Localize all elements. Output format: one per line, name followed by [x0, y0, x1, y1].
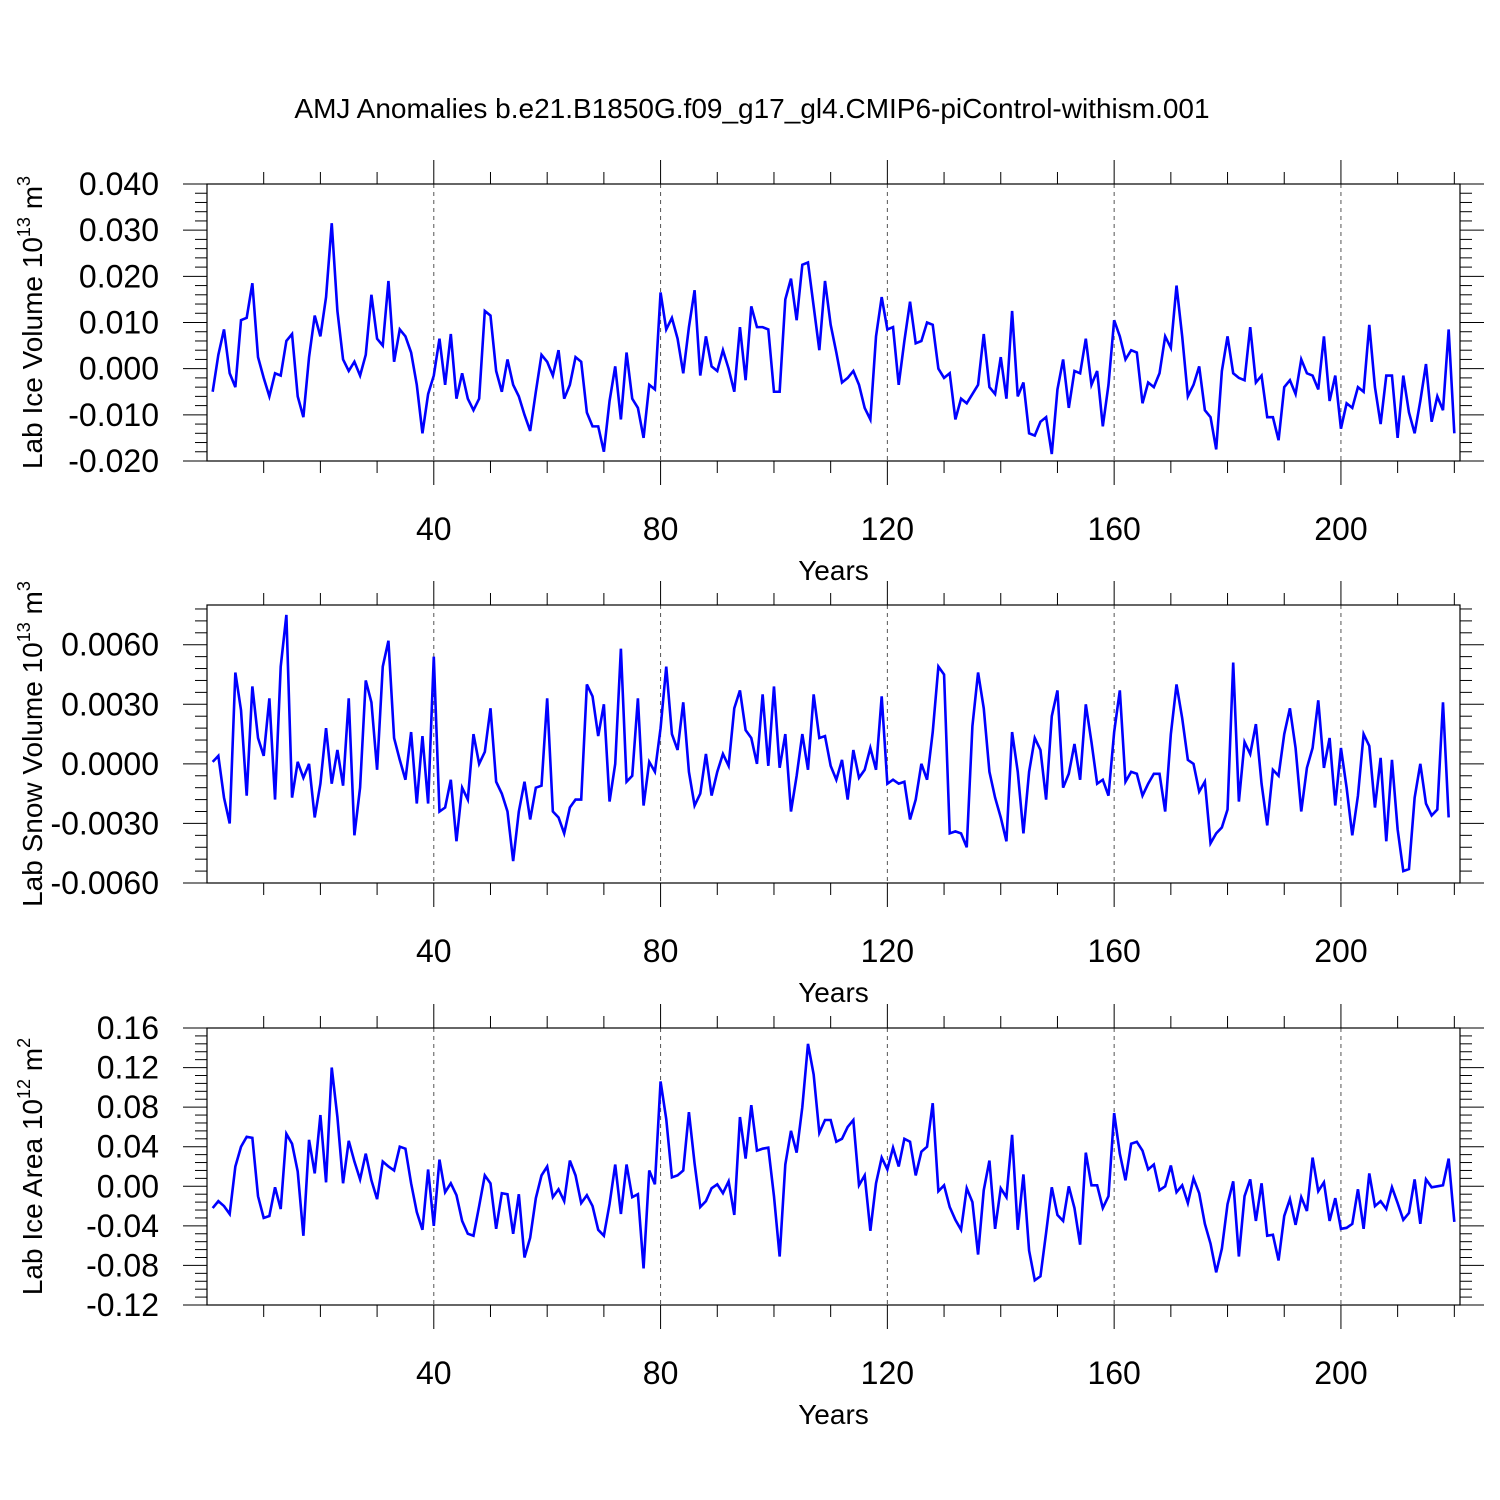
series-line-3 [211, 1043, 1456, 1283]
x-tick-label: 160 [1087, 933, 1140, 969]
x-tick-label: 160 [1087, 511, 1140, 547]
y-tick-label: 0.030 [79, 212, 159, 248]
y-tick-label: 0.0000 [61, 746, 159, 782]
y-axis-title: Lab Ice Area 1012 m2 [14, 1038, 48, 1295]
x-tick-label: 200 [1314, 511, 1367, 547]
x-tick-label: 120 [861, 1355, 914, 1391]
y-tick-label: -0.0030 [50, 805, 159, 841]
x-tick-label: 120 [861, 933, 914, 969]
series-line-1 [211, 223, 1456, 455]
y-tick-label: 0.0060 [61, 627, 159, 663]
y-tick-label: -0.12 [86, 1287, 159, 1323]
y-tick-label: 0.16 [97, 1010, 159, 1046]
y-tick-label: 0.020 [79, 258, 159, 294]
chart-panel-1: -0.020 -0.010 0.000 0.010 0.020 0.030 0.040 40 8… [14, 160, 1484, 586]
x-axis-title: Years [798, 1399, 869, 1430]
x-tick-label: 200 [1314, 933, 1367, 969]
plot-frame [206, 183, 1461, 462]
y-tick-label: 0.04 [97, 1129, 159, 1165]
y-tick-label: -0.08 [86, 1247, 159, 1283]
y-tick-label: -0.04 [86, 1208, 159, 1244]
chart-panel-2: -0.0060 -0.0030 0.0000 0.0030 0.0060 40 80 120 1… [14, 581, 1484, 1008]
figure-title: AMJ Anomalies b.e21.B1850G.f09_g17_gl4.C… [294, 93, 1209, 124]
y-tick-label: -0.0060 [50, 865, 159, 901]
panels: -0.020 -0.010 0.000 0.010 0.020 0.030 0.040 40 8… [14, 160, 1484, 1430]
y-tick-label: 0.08 [97, 1089, 159, 1125]
y-tick-label: -0.020 [68, 443, 159, 479]
y-tick-label: 0.00 [97, 1168, 159, 1204]
x-tick-label: 200 [1314, 1355, 1367, 1391]
x-tick-label: 40 [416, 1355, 452, 1391]
y-tick-label: 0.040 [79, 166, 159, 202]
x-tick-label: 80 [643, 1355, 679, 1391]
y-axis-title: Lab Snow Volume 1013 m3 [14, 581, 48, 907]
x-axis-title: Years [798, 555, 869, 586]
chart-panel-3: -0.12 -0.08-0.04 0.000.04 0.080.12 0.16 40 80 1… [14, 1004, 1484, 1430]
y-tick-label: 0.000 [79, 351, 159, 387]
x-tick-label: 80 [643, 933, 679, 969]
y-tick-label: -0.010 [68, 397, 159, 433]
plot-frame [206, 1027, 1461, 1306]
x-tick-label: 40 [416, 933, 452, 969]
x-tick-label: 80 [643, 511, 679, 547]
y-tick-label: 0.010 [79, 305, 159, 341]
plot-frame [206, 604, 1461, 884]
series-line-2 [211, 614, 1450, 873]
y-axis-title: Lab Ice Volume 1013 m3 [14, 176, 48, 469]
x-tick-label: 40 [416, 511, 452, 547]
x-axis-title: Years [798, 977, 869, 1008]
y-tick-label: 0.12 [97, 1050, 159, 1086]
x-tick-label: 160 [1087, 1355, 1140, 1391]
y-tick-label: 0.0030 [61, 686, 159, 722]
x-tick-label: 120 [861, 511, 914, 547]
